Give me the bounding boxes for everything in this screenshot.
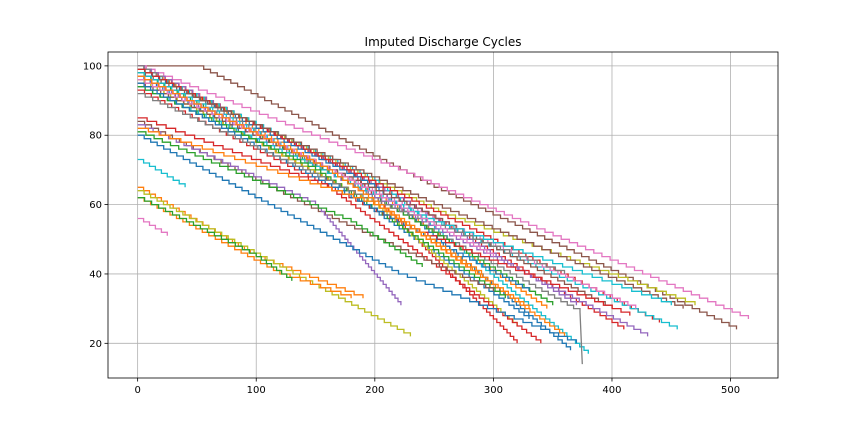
y-tick-label: 60 — [89, 200, 102, 211]
plot-frame — [107, 51, 779, 379]
x-tick-label: 0 — [134, 385, 140, 396]
series-layer — [137, 65, 750, 365]
series-line-19 — [137, 82, 613, 309]
series-line-5 — [137, 65, 578, 306]
series-line-37 — [137, 197, 293, 281]
axis-ticks: 0 100 200 300 400 500 20 40 60 80 100 — [83, 61, 740, 396]
x-tick-label: 200 — [365, 385, 384, 396]
y-tick-label: 20 — [89, 339, 102, 350]
series-line-27 — [137, 117, 542, 344]
x-tick-label: 100 — [247, 385, 266, 396]
x-tick-label: 400 — [602, 385, 621, 396]
series-line-24 — [137, 92, 566, 274]
series-line-29 — [137, 124, 402, 306]
series-line-28 — [137, 120, 495, 292]
series-line-11 — [137, 72, 684, 309]
series-line-26 — [137, 75, 483, 274]
series-line-33 — [137, 158, 186, 188]
y-tick-label: 100 — [83, 61, 102, 72]
series-line-38 — [137, 217, 168, 236]
y-tick-label: 80 — [89, 131, 102, 142]
series-line-32 — [137, 134, 578, 344]
series-line-3 — [137, 65, 738, 330]
x-tick-label: 500 — [721, 385, 740, 396]
series-line-4 — [137, 65, 750, 319]
y-tick-label: 40 — [89, 269, 102, 280]
series-line-35 — [137, 190, 412, 337]
series-line-31 — [137, 131, 423, 267]
chart-title: Imputed Discharge Cycles — [365, 35, 522, 49]
series-line-34 — [137, 186, 364, 299]
series-line-18 — [137, 79, 518, 326]
series-line-23 — [137, 82, 530, 292]
x-tick-label: 300 — [484, 385, 503, 396]
series-line-30 — [137, 127, 530, 309]
